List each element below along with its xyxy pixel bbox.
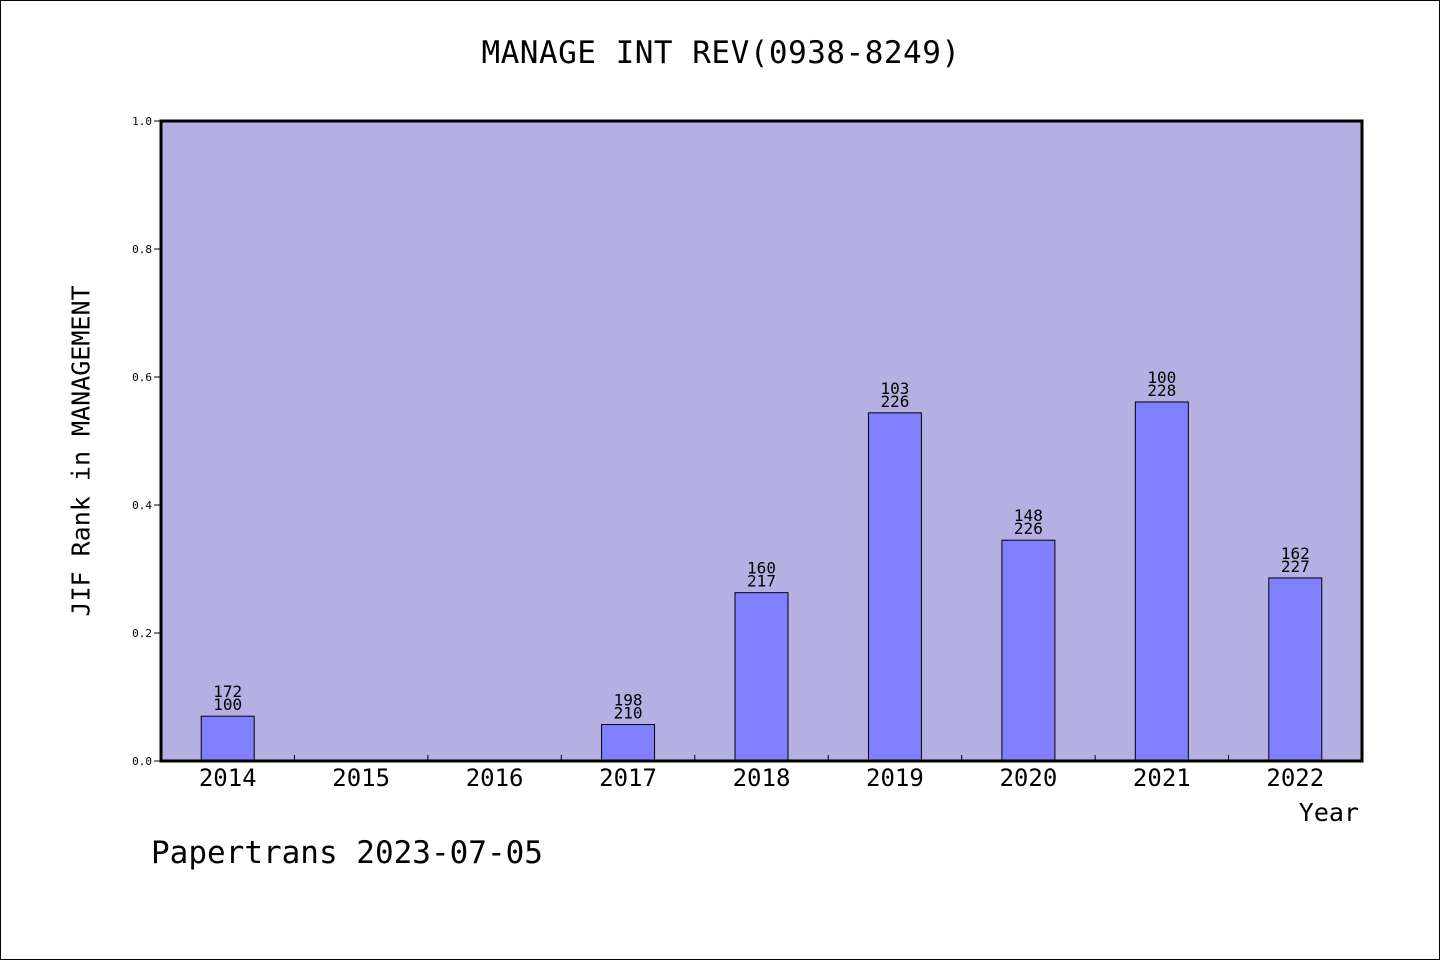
bar-label-bottom: 217 bbox=[747, 572, 776, 591]
x-tick-label: 2014 bbox=[199, 764, 257, 792]
y-tick-label: 1.0 bbox=[132, 115, 152, 128]
bar bbox=[1268, 577, 1323, 762]
x-tick-label: 2016 bbox=[466, 764, 524, 792]
plot-border bbox=[159, 119, 1364, 763]
y-tick-label: 0.0 bbox=[132, 755, 152, 768]
x-tick-label: 2017 bbox=[599, 764, 657, 792]
y-tick-label: 0.4 bbox=[132, 499, 152, 512]
y-tick-label: 0.2 bbox=[132, 627, 152, 640]
bar bbox=[601, 724, 656, 762]
bar-label-bottom: 100 bbox=[213, 695, 242, 714]
bar-label-bottom: 227 bbox=[1281, 557, 1310, 576]
bar-label-top: 162 bbox=[1281, 544, 1310, 563]
bar-label-top: 198 bbox=[614, 691, 643, 710]
x-tick-label: 2021 bbox=[1133, 764, 1191, 792]
chart-title: MANAGE INT REV(0938-8249) bbox=[481, 35, 961, 71]
bar-label-bottom: 226 bbox=[880, 392, 909, 411]
x-tick-label: 2022 bbox=[1266, 764, 1324, 792]
x-tick-label: 2019 bbox=[866, 764, 924, 792]
bar-label-top: 160 bbox=[747, 559, 776, 578]
bar bbox=[200, 715, 255, 762]
bar bbox=[1001, 539, 1056, 762]
x-tick-label: 2018 bbox=[733, 764, 791, 792]
y-tick-label: 0.8 bbox=[132, 243, 152, 256]
bar-label-top: 172 bbox=[213, 682, 242, 701]
y-tick-label: 0.6 bbox=[132, 371, 152, 384]
bar bbox=[734, 592, 789, 762]
x-axis-label: Year bbox=[1298, 798, 1359, 827]
bar-label-top: 103 bbox=[880, 379, 909, 398]
bar bbox=[1134, 401, 1189, 762]
bar-label-bottom: 226 bbox=[1014, 519, 1043, 538]
bar-label-top: 148 bbox=[1014, 506, 1043, 525]
bar-label-bottom: 210 bbox=[614, 704, 643, 723]
bar-label-top: 100 bbox=[1147, 368, 1176, 387]
x-tick-label: 2020 bbox=[999, 764, 1057, 792]
bar bbox=[867, 412, 922, 762]
footer-credit: Papertrans 2023-07-05 bbox=[151, 835, 543, 871]
x-tick-label: 2015 bbox=[332, 764, 390, 792]
bar-label-bottom: 228 bbox=[1147, 381, 1176, 400]
